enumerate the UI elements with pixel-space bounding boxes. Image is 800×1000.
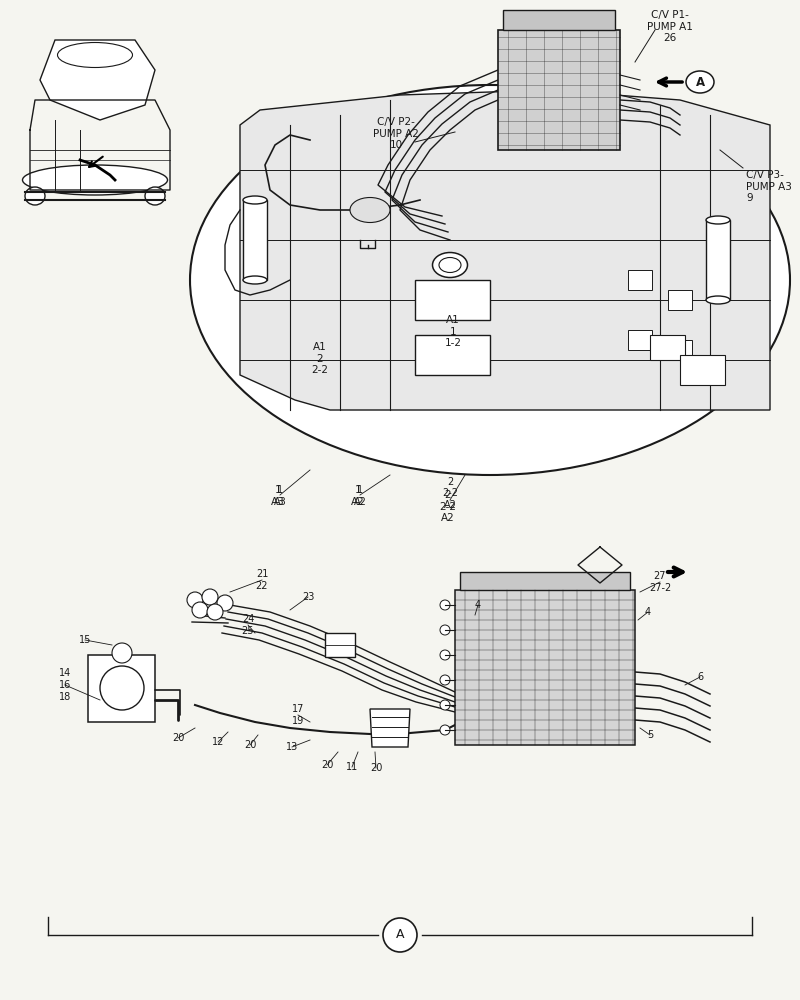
Polygon shape (88, 655, 155, 722)
Polygon shape (668, 340, 692, 360)
Ellipse shape (145, 187, 165, 205)
Text: 5: 5 (647, 730, 653, 740)
Polygon shape (415, 335, 490, 375)
Text: 12: 12 (212, 737, 224, 747)
Polygon shape (706, 220, 730, 300)
Circle shape (440, 700, 450, 710)
Polygon shape (370, 709, 410, 747)
Text: 6: 6 (697, 672, 703, 682)
Ellipse shape (706, 296, 730, 304)
Text: C/V P2-
PUMP A2
10: C/V P2- PUMP A2 10 (373, 117, 419, 150)
Polygon shape (415, 280, 490, 320)
Text: 24
25: 24 25 (242, 614, 254, 636)
Polygon shape (90, 180, 115, 192)
Text: A1
1
1-2: A1 1 1-2 (445, 315, 462, 348)
Text: 13: 13 (286, 742, 298, 752)
Polygon shape (628, 330, 652, 350)
Text: 1
A2: 1 A2 (351, 485, 365, 507)
Ellipse shape (243, 196, 267, 204)
Text: 2
2-2
A2: 2 2-2 A2 (442, 477, 458, 510)
Text: 17
19: 17 19 (292, 704, 304, 726)
Ellipse shape (439, 257, 461, 272)
Polygon shape (650, 335, 685, 360)
Circle shape (112, 643, 132, 663)
Ellipse shape (190, 85, 790, 475)
Text: A: A (396, 928, 404, 942)
Polygon shape (680, 355, 725, 385)
Text: 4: 4 (645, 607, 651, 617)
Ellipse shape (686, 71, 714, 93)
Text: 27
27-2: 27 27-2 (649, 571, 671, 593)
Polygon shape (243, 200, 267, 280)
Polygon shape (498, 30, 620, 150)
Ellipse shape (25, 187, 45, 205)
Polygon shape (325, 633, 355, 657)
Text: 14
16
18: 14 16 18 (59, 668, 71, 702)
Text: 11: 11 (346, 762, 358, 772)
Circle shape (440, 650, 450, 660)
Circle shape (440, 725, 450, 735)
Circle shape (383, 918, 417, 952)
Text: 2
2-2
A2: 2 2-2 A2 (439, 490, 457, 523)
Ellipse shape (350, 198, 390, 223)
Text: C/V P1-
PUMP A1
26: C/V P1- PUMP A1 26 (647, 10, 693, 43)
Text: 1
A3: 1 A3 (274, 485, 286, 507)
Circle shape (100, 666, 144, 710)
Polygon shape (503, 10, 615, 30)
Text: A1
2
2-2: A1 2 2-2 (311, 342, 329, 375)
Text: 4: 4 (475, 600, 481, 610)
Text: C/V P3-
PUMP A3
9: C/V P3- PUMP A3 9 (746, 170, 792, 203)
Circle shape (187, 592, 203, 608)
Circle shape (440, 675, 450, 685)
Text: 20: 20 (172, 733, 184, 743)
Text: 21
22: 21 22 (256, 569, 268, 591)
Ellipse shape (433, 252, 467, 277)
Circle shape (192, 602, 208, 618)
Polygon shape (240, 90, 770, 410)
Polygon shape (455, 590, 635, 745)
Circle shape (440, 625, 450, 635)
Text: 20: 20 (370, 763, 382, 773)
Text: 15: 15 (79, 635, 91, 645)
Text: A: A (695, 76, 705, 89)
Ellipse shape (243, 276, 267, 284)
Text: 1
A3: 1 A3 (271, 485, 285, 507)
Polygon shape (460, 572, 630, 590)
Text: 23: 23 (302, 592, 314, 602)
Polygon shape (628, 270, 652, 290)
Circle shape (440, 600, 450, 610)
Circle shape (207, 604, 223, 620)
Circle shape (217, 595, 233, 611)
Text: 20: 20 (321, 760, 333, 770)
Polygon shape (668, 290, 692, 310)
Circle shape (202, 589, 218, 605)
Text: 20: 20 (244, 740, 256, 750)
Polygon shape (40, 40, 155, 120)
Ellipse shape (22, 165, 167, 195)
Ellipse shape (706, 216, 730, 224)
Text: 1
A2: 1 A2 (354, 485, 366, 507)
